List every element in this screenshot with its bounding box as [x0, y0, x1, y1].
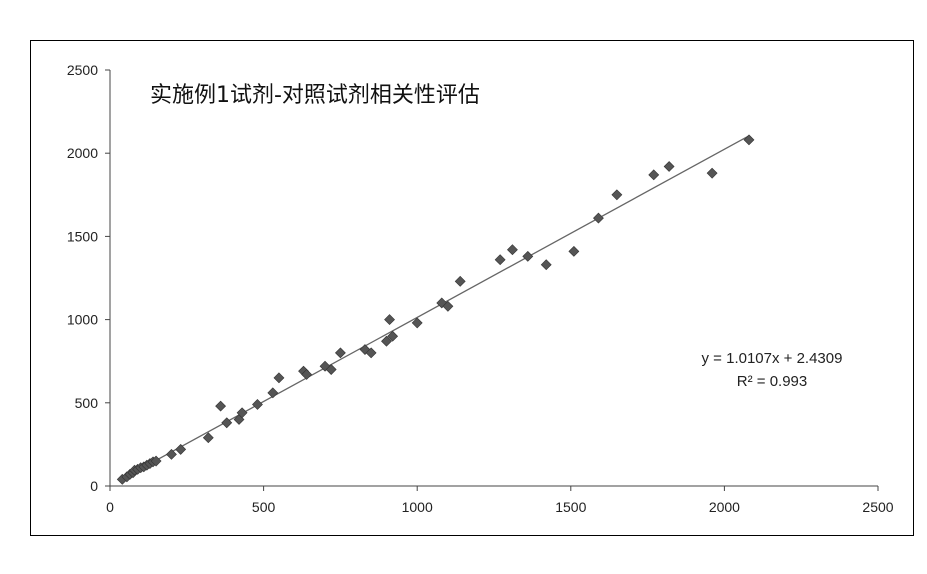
data-point	[175, 443, 187, 455]
data-point	[252, 399, 263, 410]
axes	[109, 70, 878, 487]
data-point	[365, 347, 377, 359]
y-tick-label: 1000	[67, 312, 98, 328]
data-point	[648, 169, 660, 181]
data-point	[454, 275, 466, 287]
y-tick-label: 2500	[67, 62, 98, 78]
x-tick-label: 500	[252, 499, 276, 515]
data-point	[301, 369, 313, 380]
data-point	[166, 448, 177, 460]
data-point	[384, 314, 395, 326]
trendline-equation: y = 1.0107x + 2.4309	[702, 350, 843, 367]
data-point	[202, 432, 214, 444]
data-point	[267, 387, 279, 399]
data-point	[236, 407, 248, 419]
data-point	[150, 455, 162, 467]
r-squared-label: R² = 0.993	[737, 373, 807, 390]
data-point	[215, 400, 227, 412]
data-point	[568, 245, 580, 257]
trendline	[118, 135, 750, 482]
data-point	[494, 254, 506, 266]
x-tick-label: 1000	[402, 499, 433, 515]
data-point	[273, 372, 285, 384]
trendline-group	[118, 135, 750, 482]
data-point	[381, 335, 392, 347]
y-tick-label: 500	[75, 395, 99, 411]
data-point	[325, 364, 337, 375]
y-axis-ticks: 0 500 1000 1500 2000 2500	[67, 62, 110, 494]
data-point	[221, 417, 233, 429]
x-tick-label: 2500	[862, 499, 893, 515]
y-tick-label: 1500	[67, 228, 98, 244]
x-axis-ticks: 0 500 1000 1500 2000 2500	[106, 486, 894, 515]
data-point	[611, 189, 623, 201]
data-point	[442, 300, 454, 312]
data-points	[116, 134, 755, 485]
data-point	[387, 330, 399, 342]
x-tick-label: 2000	[709, 499, 740, 515]
data-point	[522, 250, 534, 262]
data-point	[743, 134, 755, 146]
data-point	[411, 317, 423, 329]
x-tick-label: 1500	[555, 499, 586, 515]
data-point	[706, 167, 718, 179]
y-tick-label: 0	[90, 478, 98, 494]
x-tick-label: 0	[106, 499, 114, 515]
chart-title: 实施例1试剂-对照试剂相关性评估	[150, 83, 480, 108]
data-point	[593, 212, 604, 224]
data-point	[334, 347, 346, 359]
data-point	[540, 259, 552, 271]
y-tick-label: 2000	[67, 145, 98, 161]
data-point	[507, 244, 518, 256]
data-point	[663, 161, 675, 172]
